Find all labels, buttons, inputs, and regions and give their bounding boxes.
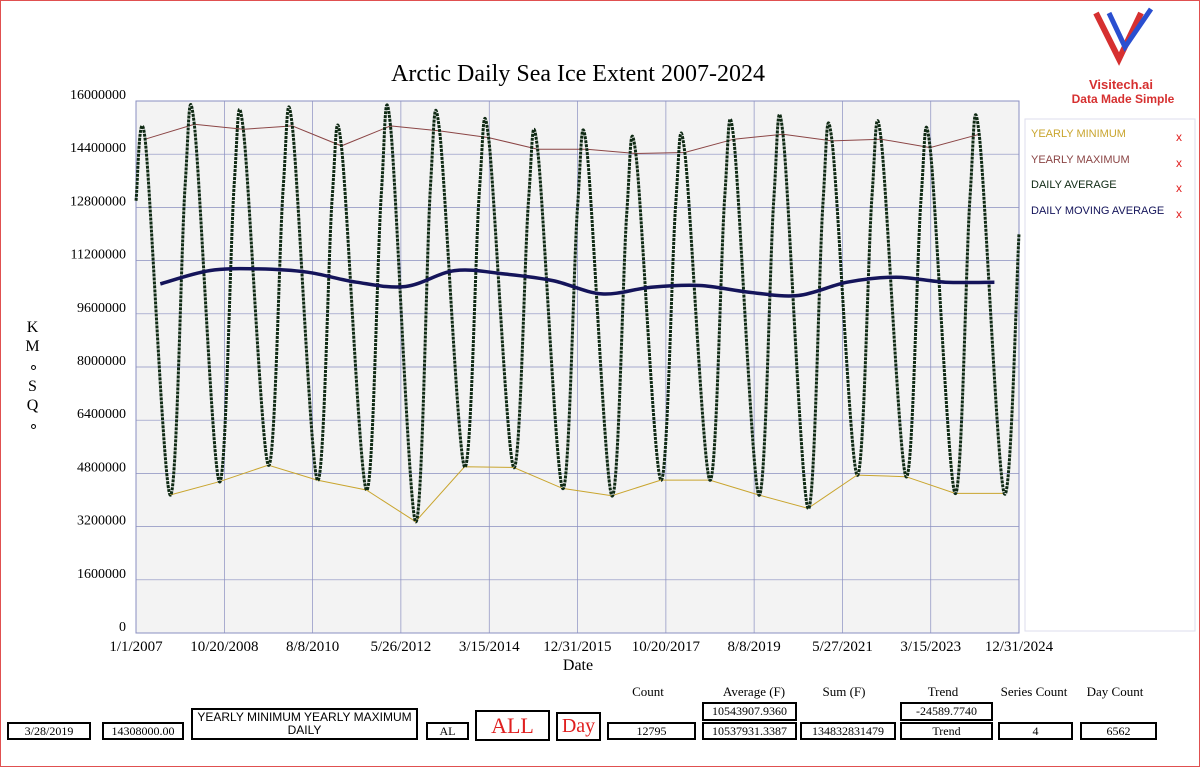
column-header: Count [632,684,664,699]
x-axis-label: Date [563,657,593,674]
y-tick-label: 4800000 [77,460,126,475]
x-tick-label: 5/26/2012 [370,639,431,655]
series-line [159,266,995,298]
logo-tagline: Data Made Simple [1072,92,1175,106]
count-box: 12795 [607,722,696,740]
average-box: 10537931.3387 [702,722,797,740]
y-tick-label: 11200000 [71,248,126,263]
series-box[interactable]: YEARLY MINIMUM YEARLY MAXIMUM DAILY [191,708,418,740]
legend-remove[interactable]: x [1176,155,1182,170]
logo-name: Visitech.ai [1089,77,1153,92]
y-tick-label: 1600000 [77,567,126,582]
legend-remove[interactable]: x [1176,181,1182,195]
legend-entry: YEARLY MAXIMUM [1031,153,1130,166]
x-tick-label: 3/15/2014 [459,639,520,655]
y-tick-label: 12800000 [70,194,126,209]
period-button[interactable]: Day [556,712,601,741]
series-line [144,123,980,155]
scope-button[interactable]: ALL [475,710,550,741]
legend-remove[interactable]: x [1176,206,1182,221]
y-tick-label: 9600000 [77,301,126,316]
column-header: Average (F) [722,684,786,699]
region-box[interactable]: AL [426,722,469,740]
column-header: Series Count [1000,684,1068,699]
logo-mark [1093,11,1144,66]
legend-box [1024,118,1196,632]
series-count-box: 4 [998,722,1073,740]
trend-box: -24589.7740 [900,702,993,721]
logo-mark [1106,7,1154,53]
x-tick-label: 10/20/2008 [190,639,258,655]
y-tick-label: 0 [119,620,126,635]
legend-entry: DAILY AVERAGE [1031,179,1117,191]
x-tick-label: 1/1/2007 [109,639,163,655]
chart-title: Arctic Daily Sea Ice Extent 2007-2024 [391,61,765,87]
series-line [134,103,1021,524]
average-box: 10543907.9360 [702,702,797,721]
y-tick-label: 6400000 [77,407,126,422]
column-header: Sum (F) [822,684,866,699]
x-tick-label: 5/27/2021 [812,639,873,655]
column-header: Day Count [1086,684,1144,699]
legend-entry: DAILY MOVING AVERAGE [1031,204,1165,217]
x-tick-label: 12/31/2024 [985,639,1054,655]
y-axis-label: KM∘SQ∘ [24,319,41,437]
sum-box: 134832831479 [800,722,896,740]
column-header: Trend [927,684,959,699]
trend-box: Trend [900,722,993,740]
y-tick-label: 8000000 [77,354,126,369]
y-tick-label: 16000000 [70,88,126,103]
legend-entry: YEARLY MINIMUM [1031,128,1126,140]
x-tick-label: 10/20/2017 [632,639,701,655]
day-count-box: 6562 [1080,722,1157,740]
x-tick-label: 8/8/2010 [286,639,339,655]
legend-remove[interactable]: x [1176,130,1182,144]
x-tick-label: 8/8/2019 [727,639,780,655]
x-tick-label: 12/31/2015 [543,639,611,655]
x-tick-label: 3/15/2023 [900,639,961,655]
series-line [169,464,1005,523]
y-tick-label: 14400000 [70,141,126,156]
value-box[interactable]: 14308000.00 [102,722,184,740]
date-box[interactable]: 3/28/2019 [7,722,91,740]
y-tick-label: 3200000 [77,514,126,529]
